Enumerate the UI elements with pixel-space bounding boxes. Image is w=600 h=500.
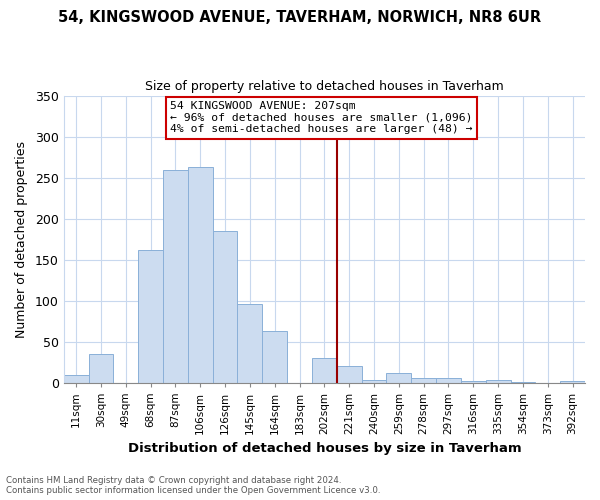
Bar bbox=[436, 378, 461, 382]
Bar bbox=[461, 381, 486, 382]
Text: Contains HM Land Registry data © Crown copyright and database right 2024.
Contai: Contains HM Land Registry data © Crown c… bbox=[6, 476, 380, 495]
Bar bbox=[312, 358, 337, 382]
Y-axis label: Number of detached properties: Number of detached properties bbox=[15, 140, 28, 338]
Bar bbox=[486, 380, 511, 382]
Bar bbox=[262, 331, 287, 382]
Text: 54, KINGSWOOD AVENUE, TAVERHAM, NORWICH, NR8 6UR: 54, KINGSWOOD AVENUE, TAVERHAM, NORWICH,… bbox=[58, 10, 542, 25]
Bar bbox=[64, 375, 89, 382]
X-axis label: Distribution of detached houses by size in Taverham: Distribution of detached houses by size … bbox=[128, 442, 521, 455]
Bar bbox=[560, 381, 585, 382]
Bar bbox=[188, 167, 212, 382]
Bar bbox=[89, 354, 113, 382]
Bar bbox=[163, 170, 188, 382]
Title: Size of property relative to detached houses in Taverham: Size of property relative to detached ho… bbox=[145, 80, 504, 93]
Bar bbox=[411, 378, 436, 382]
Text: 54 KINGSWOOD AVENUE: 207sqm
← 96% of detached houses are smaller (1,096)
4% of s: 54 KINGSWOOD AVENUE: 207sqm ← 96% of det… bbox=[170, 102, 473, 134]
Bar bbox=[386, 374, 411, 382]
Bar bbox=[212, 231, 238, 382]
Bar bbox=[238, 304, 262, 382]
Bar bbox=[138, 250, 163, 382]
Bar bbox=[362, 380, 386, 382]
Bar bbox=[337, 366, 362, 382]
